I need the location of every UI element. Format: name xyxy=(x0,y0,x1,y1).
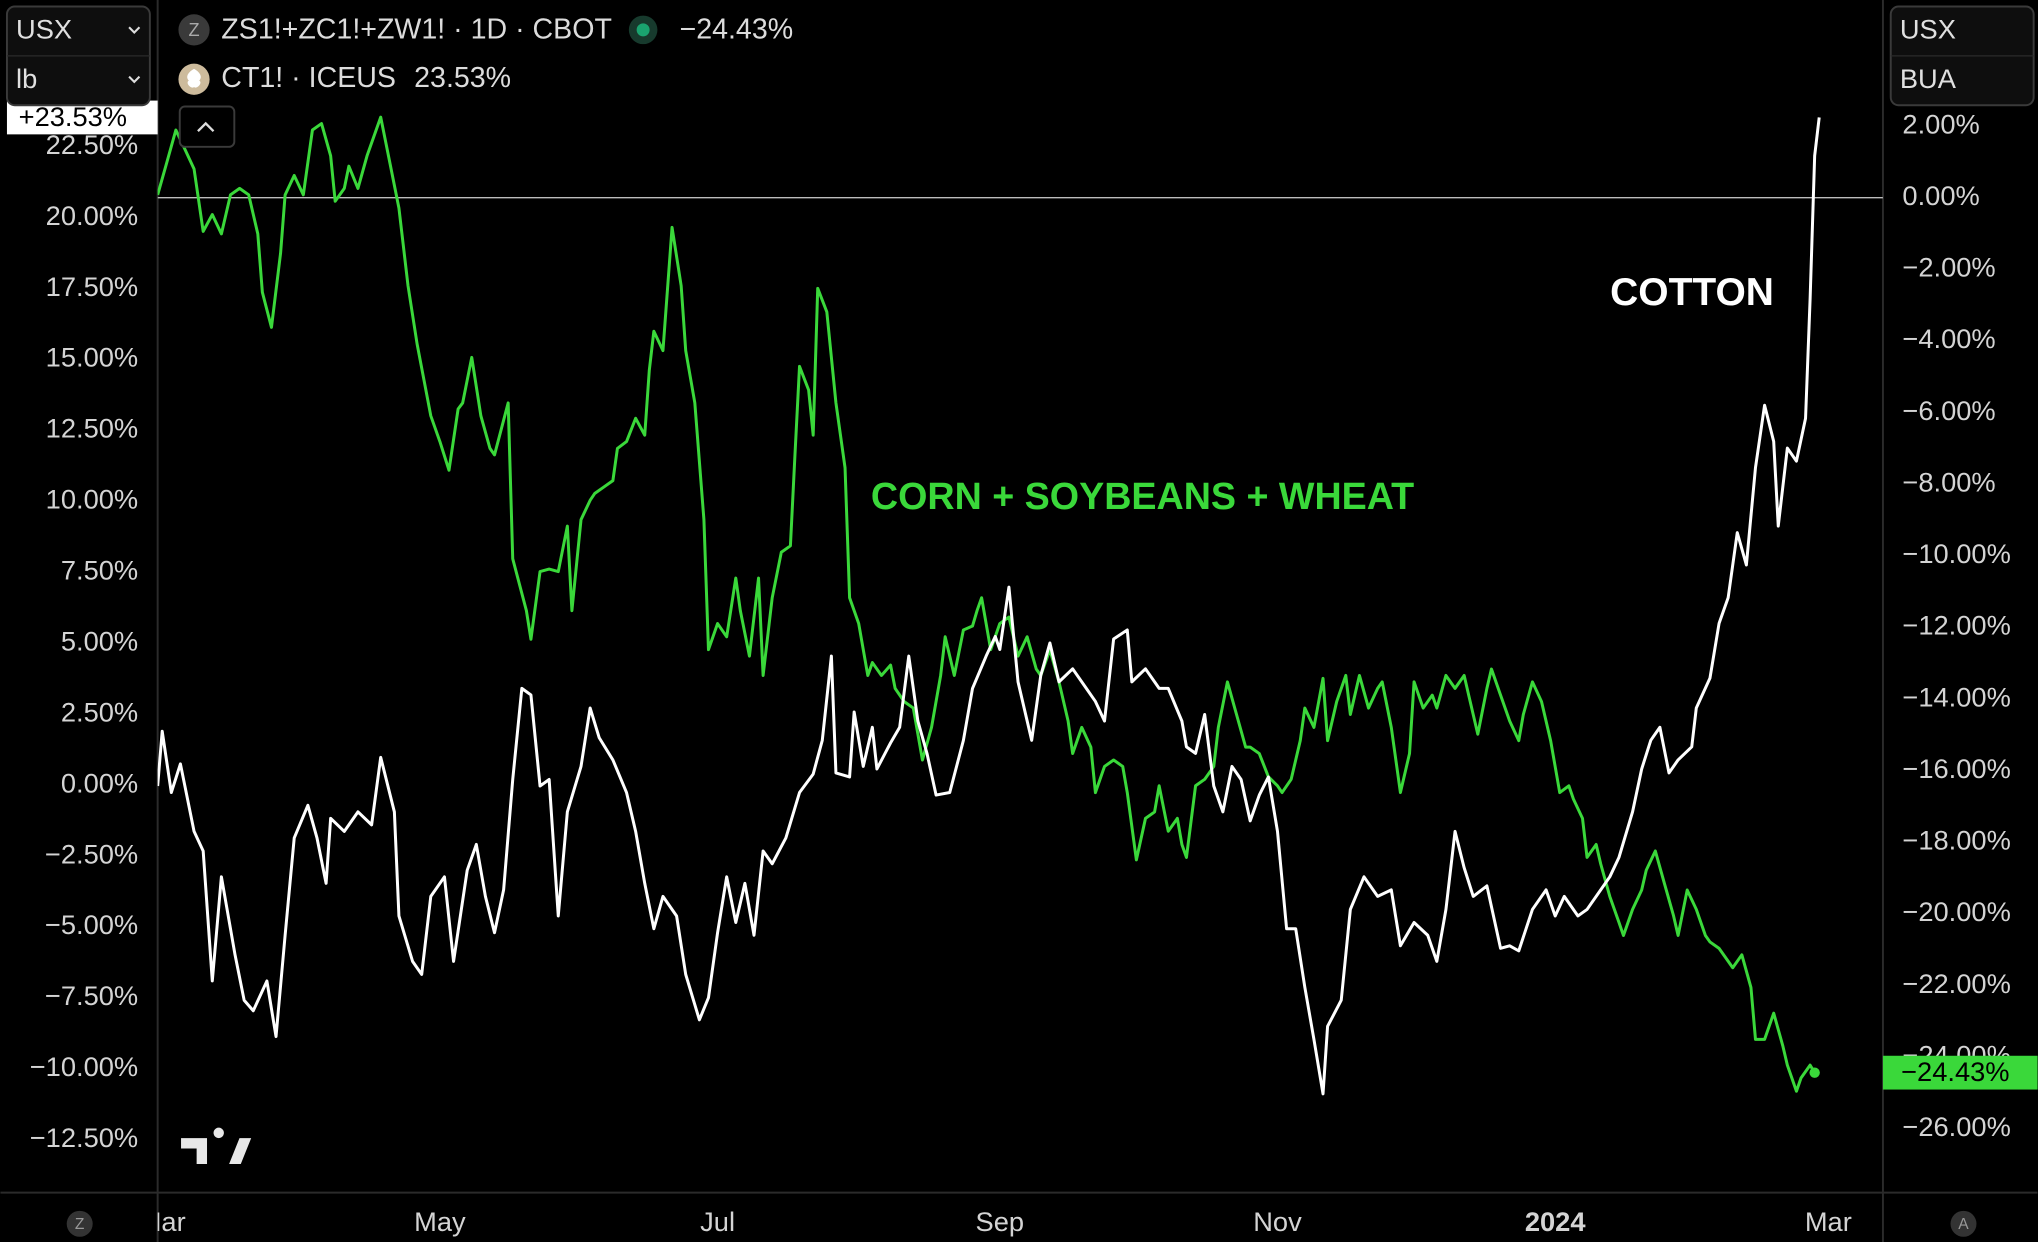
x-tick-label: Mar xyxy=(139,1206,186,1237)
legend-name: CT1! · ICEUS xyxy=(221,62,396,94)
y-tick-label: −10.00% xyxy=(30,1051,138,1082)
collapse-button[interactable] xyxy=(178,105,236,148)
unit-label[interactable]: lb xyxy=(16,63,37,94)
y-tick-label: 0.00% xyxy=(61,767,138,798)
x-tick-label: Mar xyxy=(1805,1206,1852,1237)
chevron xyxy=(128,26,141,84)
series-line xyxy=(157,117,1821,1096)
y-tick-label: −5.00% xyxy=(45,909,138,940)
annotation: COTTON xyxy=(1610,271,1774,314)
last-point xyxy=(1809,1067,1820,1078)
symbol-icon-text: Z xyxy=(188,20,199,40)
last-value-label: −24.43% xyxy=(1901,1056,2009,1087)
y-tick-label: −12.50% xyxy=(30,1122,138,1153)
y-tick-label: 5.00% xyxy=(61,625,138,656)
y2-tick-label: −20.00% xyxy=(1902,896,2010,927)
y-tick-label: 2.50% xyxy=(61,696,138,727)
y-tick-label: −2.50% xyxy=(45,838,138,869)
corner-icon[interactable] xyxy=(1950,1210,1977,1237)
y2-tick-label: 2.00% xyxy=(1902,108,1979,139)
y-tick-label: 15.00% xyxy=(46,342,138,373)
y2-tick-label: −14.00% xyxy=(1902,681,2010,712)
y2-tick-label: 0.00% xyxy=(1902,180,1979,211)
x-tick-label: Nov xyxy=(1253,1206,1302,1237)
y-tick-label: 20.00% xyxy=(46,200,138,231)
y-tick-label: 17.50% xyxy=(46,271,138,302)
y-tick-label: 12.50% xyxy=(46,413,138,444)
annotation: CORN + SOYBEANS + WHEAT xyxy=(871,475,1414,517)
y2-tick-label: −10.00% xyxy=(1902,538,2010,569)
y2-tick-label: −26.00% xyxy=(1902,1111,2010,1142)
y-tick-label: 10.00% xyxy=(46,484,138,515)
corner-icon-text[interactable]: A xyxy=(1958,1216,1969,1233)
series-line xyxy=(157,115,1816,1093)
collapse-icon xyxy=(197,121,215,133)
unit-label[interactable]: BUA xyxy=(1900,63,1957,94)
legend-dot xyxy=(636,23,650,37)
symbol-icon xyxy=(178,14,210,46)
logo xyxy=(181,1127,252,1165)
y2-tick-label: −16.00% xyxy=(1902,753,2010,784)
y2-tick-label: −12.00% xyxy=(1902,610,2010,641)
x-tick-label: Sep xyxy=(976,1206,1025,1237)
last-value-box xyxy=(6,100,158,135)
corner-icon-text[interactable]: Z xyxy=(75,1216,85,1233)
y-tick-label: −7.50% xyxy=(45,980,138,1011)
x-tick-label: Jul xyxy=(700,1206,735,1237)
y2-tick-label: −8.00% xyxy=(1902,466,1995,497)
y2-tick-label: −4.00% xyxy=(1902,323,1995,354)
legend-value: −24.43% xyxy=(680,14,794,46)
x-tick-label: May xyxy=(414,1206,466,1237)
y-tick-label: 7.50% xyxy=(61,555,138,586)
cotton-icon xyxy=(187,68,201,88)
y2-tick-label: −6.00% xyxy=(1902,395,1995,426)
y2-tick-label: −2.00% xyxy=(1902,252,1995,283)
unit-label[interactable]: USX xyxy=(1900,13,1956,44)
legend-value: 23.53% xyxy=(414,62,511,94)
unit-label[interactable]: USX xyxy=(16,13,72,44)
y2-tick-label: −22.00% xyxy=(1902,968,2010,999)
corner-icon[interactable] xyxy=(66,1210,93,1237)
last-value-box xyxy=(1882,1055,2038,1090)
y2-tick-label: −18.00% xyxy=(1902,825,2010,856)
x-tick-label: 2024 xyxy=(1525,1206,1586,1237)
legend-name: ZS1!+ZC1!+ZW1! · 1D · CBOT xyxy=(221,14,612,46)
